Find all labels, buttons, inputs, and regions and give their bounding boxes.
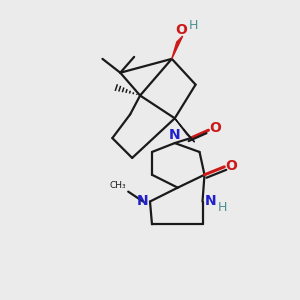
Text: CH₃: CH₃ bbox=[110, 181, 127, 190]
Text: N: N bbox=[136, 194, 148, 208]
Text: N: N bbox=[169, 128, 181, 142]
Text: O: O bbox=[175, 23, 187, 37]
Text: H: H bbox=[218, 201, 227, 214]
Text: H: H bbox=[189, 19, 198, 32]
Polygon shape bbox=[175, 118, 195, 142]
Text: N: N bbox=[205, 194, 216, 208]
Text: O: O bbox=[209, 121, 221, 135]
Polygon shape bbox=[172, 36, 183, 59]
Text: O: O bbox=[225, 159, 237, 173]
